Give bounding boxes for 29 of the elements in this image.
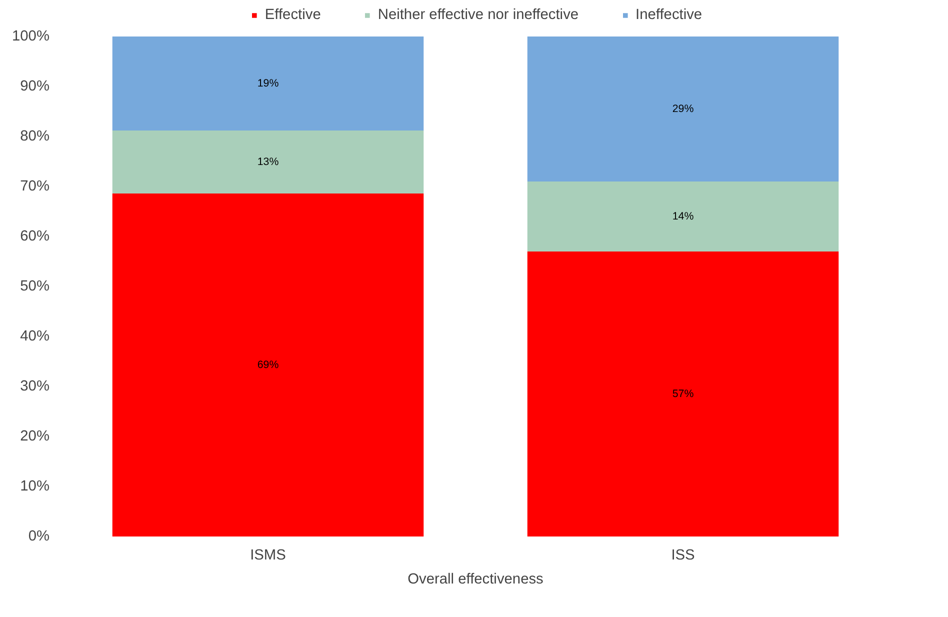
y-tick-label: 0% [28,528,50,544]
y-tick-label: 20% [20,428,50,444]
y-tick-label: 90% [20,78,50,94]
bar [527,252,839,536]
y-tick-label: 10% [20,478,50,494]
legend-label: Neither effective nor ineffective [378,7,579,23]
y-tick-label: 50% [20,278,50,294]
bar [527,36,839,182]
y-tick-label: 30% [20,378,50,394]
data-label: 57% [672,388,694,400]
data-label: 29% [672,103,694,115]
legend-label: Ineffective [636,7,702,23]
bar [112,36,424,130]
x-axis-title: Overall effectiveness [408,572,544,588]
y-tick-label: 100% [12,28,50,44]
x-tick-label: ISMS [250,548,286,564]
data-label: 13% [257,156,280,168]
x-tick-label: ISS [671,548,696,564]
data-label: 69% [257,359,280,371]
y-tick-label: 40% [20,328,50,344]
data-label: 14% [672,210,694,222]
bar [112,194,424,536]
bar [112,130,424,194]
data-label: 19% [257,78,280,90]
bar [527,182,839,252]
y-tick-label: 60% [20,228,50,244]
legend-label: Effective [264,7,321,23]
y-tick-label: 70% [20,178,50,194]
y-tick-label: 80% [20,128,50,144]
